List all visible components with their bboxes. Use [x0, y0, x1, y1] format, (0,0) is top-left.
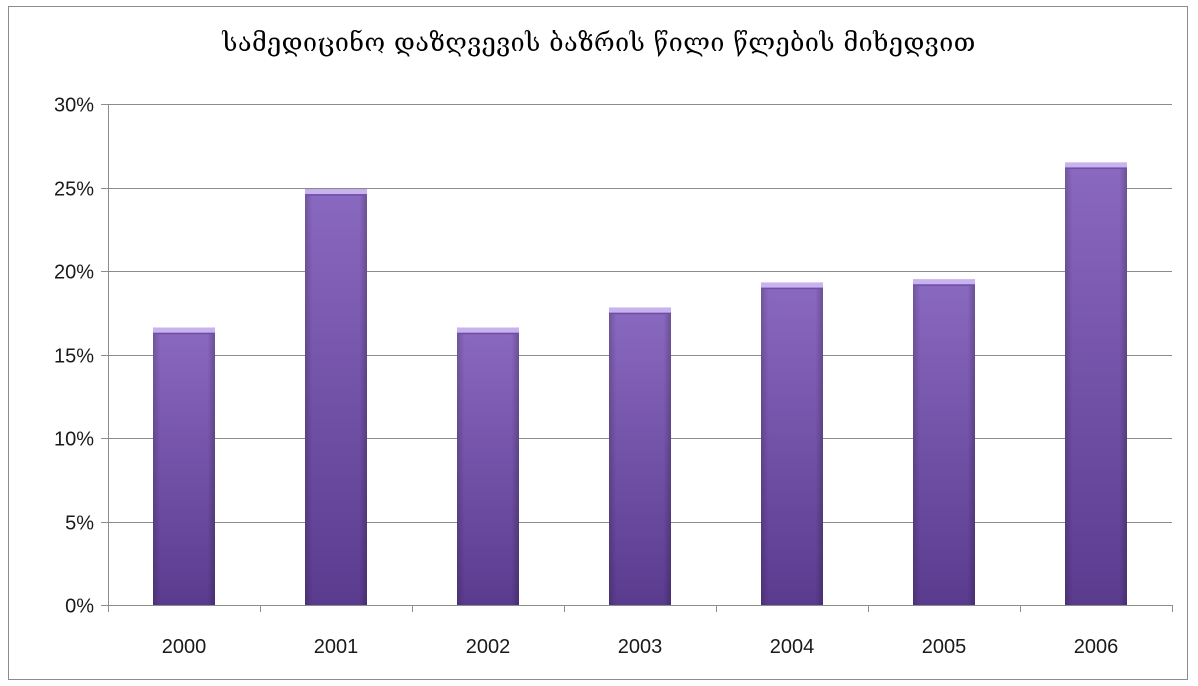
bar-shade	[457, 327, 519, 605]
bar-cap-edge	[305, 194, 367, 196]
x-tick-label: 2003	[618, 636, 663, 658]
bar-2004	[761, 282, 823, 605]
y-tick-label: 10%	[54, 429, 94, 451]
bar-cap	[1065, 162, 1127, 168]
bar-shade	[761, 282, 823, 605]
bar-shade	[1065, 162, 1127, 605]
chart-title: სამედიცინო დაზღვევის ბაზრის წილი წლების …	[222, 28, 976, 57]
x-tick-label: 2006	[1074, 636, 1119, 658]
x-tick-labels: 2000 2001 2002 2003 2004 2005 2006	[162, 636, 1119, 658]
bar-cap-edge	[457, 332, 519, 335]
x-tick-label: 2005	[922, 636, 967, 658]
bar-cap	[457, 327, 519, 333]
axes	[101, 104, 1173, 612]
bar-cap-edge	[761, 287, 823, 290]
bar-cap	[609, 307, 671, 313]
y-tick-label: 5%	[65, 513, 94, 535]
bar-cap-edge	[1065, 167, 1127, 169]
bar-cap-edge	[913, 284, 975, 286]
y-tick-label: 25%	[54, 179, 94, 201]
y-tick-label: 15%	[54, 346, 94, 368]
x-tick-label: 2004	[770, 636, 815, 658]
bar-2006	[1065, 162, 1127, 605]
bar-2002	[457, 327, 519, 605]
bar-2003	[609, 307, 671, 605]
y-tick-label: 20%	[54, 262, 94, 284]
bar-cap-edge	[153, 332, 215, 335]
x-tick-label: 2000	[162, 636, 207, 658]
bar-cap	[761, 282, 823, 288]
bar-shade	[913, 279, 975, 605]
bar-cap	[305, 189, 367, 195]
bar-cap-edge	[609, 312, 671, 315]
y-tick-label: 30%	[54, 95, 94, 117]
x-tick-label: 2001	[314, 636, 359, 658]
bars	[153, 162, 1127, 606]
y-tick-labels: 0% 5% 10% 15% 20% 25% 30%	[54, 95, 94, 618]
x-tick-label: 2002	[466, 636, 511, 658]
bar-2005	[913, 279, 975, 605]
bar-cap	[913, 279, 975, 285]
bar-shade	[609, 307, 671, 605]
bar-shade	[305, 189, 367, 606]
bar-2000	[153, 327, 215, 605]
y-tick-label: 0%	[65, 596, 94, 618]
bar-2001	[305, 189, 367, 606]
bar-shade	[153, 327, 215, 605]
bar-cap	[153, 327, 215, 333]
